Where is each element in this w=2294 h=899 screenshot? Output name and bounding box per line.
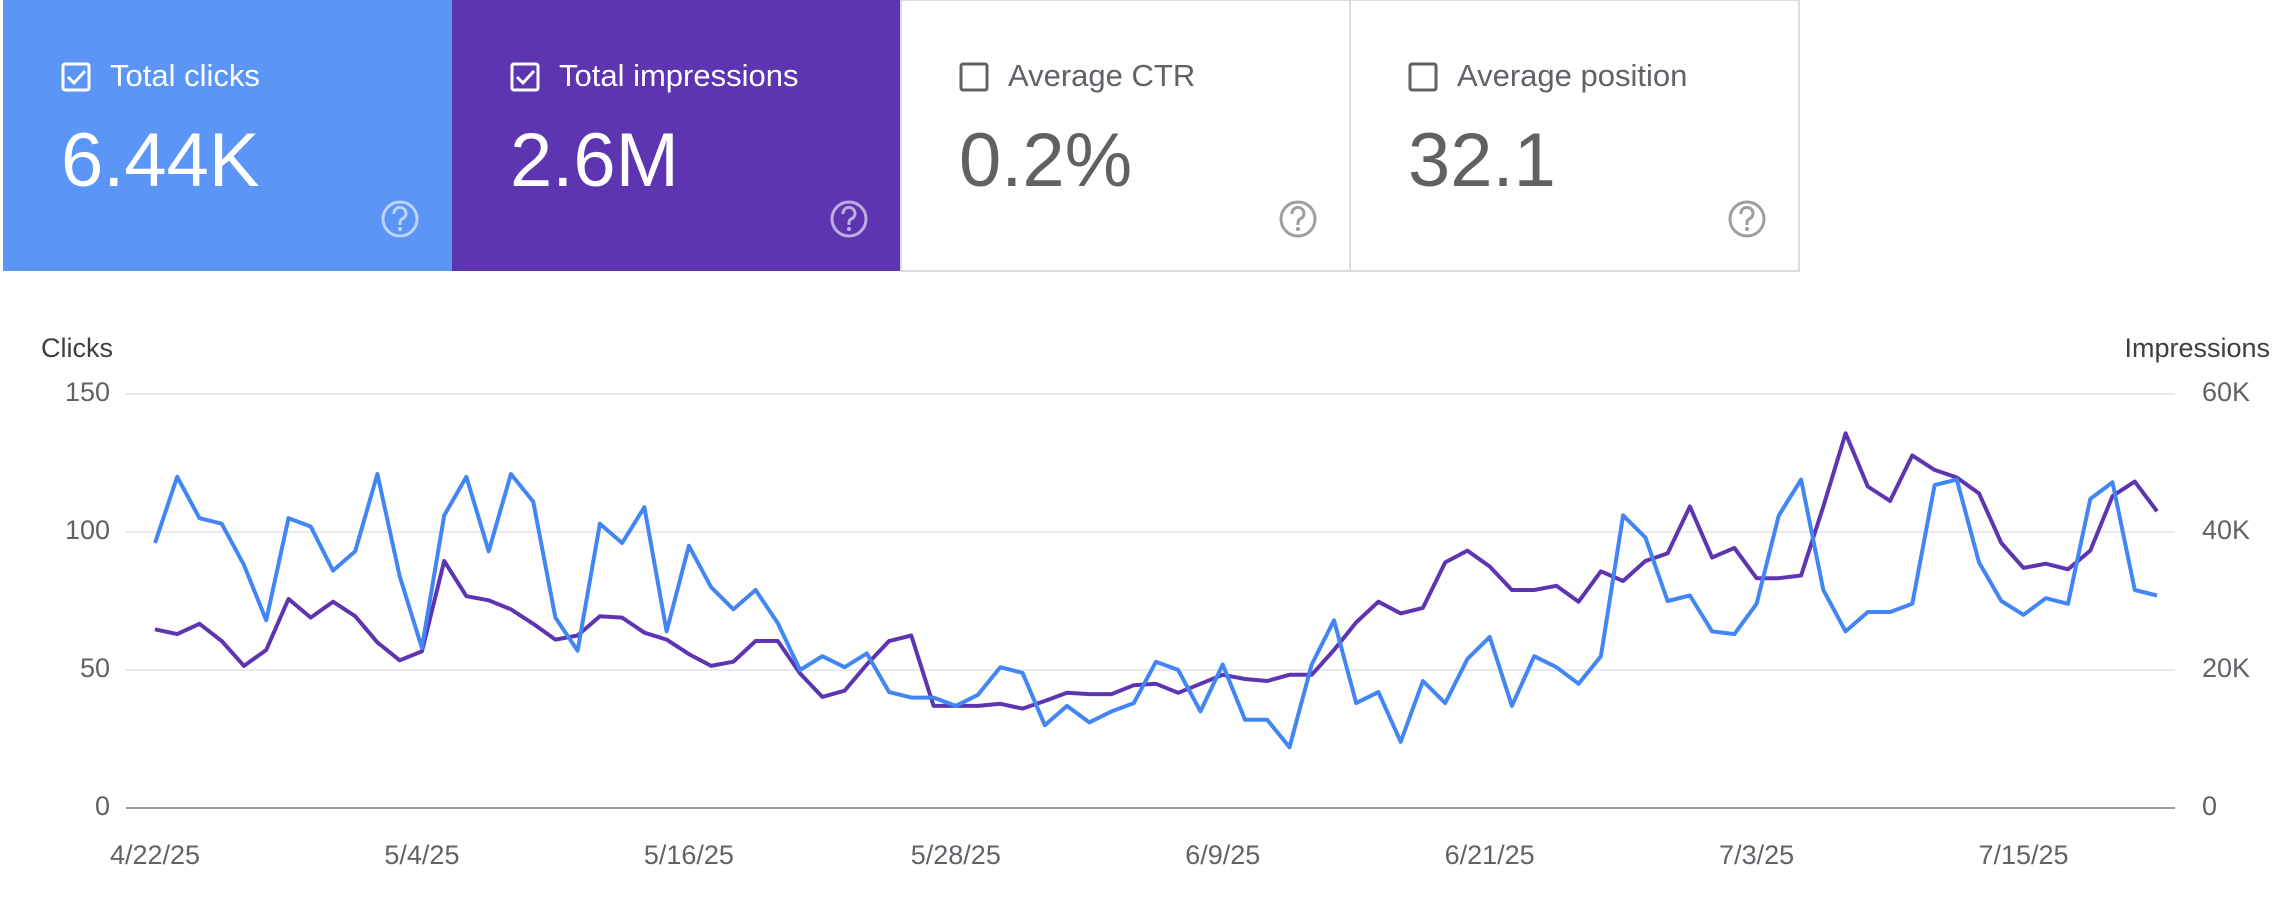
x-tick-label: 6/21/25 — [1445, 840, 1535, 870]
y2-tick-label: 20K — [2202, 653, 2250, 683]
x-tick-label: 6/9/25 — [1185, 840, 1260, 870]
metric-card[interactable]: Average position 32.1 — [1349, 0, 1800, 272]
x-tick-label: 5/16/25 — [644, 840, 734, 870]
checkbox[interactable] — [1408, 62, 1438, 92]
help-icon-mark — [841, 205, 857, 225]
help-icon[interactable] — [381, 200, 419, 238]
help-icon[interactable] — [1279, 200, 1317, 238]
y2-tick-label: 40K — [2202, 515, 2250, 545]
checkmark — [515, 69, 536, 86]
card-value: 2.6M — [510, 118, 679, 203]
help-icon[interactable] — [830, 200, 868, 238]
help-icon-mark — [1290, 205, 1306, 225]
card-value: 32.1 — [1408, 118, 1556, 203]
metric-card[interactable]: Total impressions 2.6M — [452, 0, 901, 271]
x-tick-label: 7/3/25 — [1719, 840, 1794, 870]
help-icon-dot — [1745, 227, 1749, 231]
y-tick-label: 150 — [65, 377, 110, 407]
help-icon-dot — [398, 227, 402, 231]
checkbox[interactable] — [510, 62, 540, 92]
y-tick-label: 0 — [95, 791, 110, 821]
card-label: Total clicks — [110, 58, 260, 93]
help-icon-dot — [847, 227, 851, 231]
card-label: Average CTR — [1008, 58, 1195, 93]
checkbox[interactable] — [959, 62, 989, 92]
checkbox[interactable] — [61, 62, 91, 92]
card-background — [3, 0, 452, 271]
card-value: 6.44K — [61, 118, 260, 203]
card-label: Total impressions — [559, 58, 798, 93]
y-tick-label: 50 — [80, 653, 110, 683]
help-icon[interactable] — [1728, 200, 1766, 238]
help-icon-dot — [1296, 227, 1300, 231]
metric-card[interactable]: Average CTR 0.2% — [900, 0, 1351, 272]
metric-card[interactable]: Total clicks 6.44K — [3, 0, 452, 271]
x-tick-label: 4/22/25 — [110, 840, 200, 870]
x-tick-label: 5/28/25 — [911, 840, 1001, 870]
y-tick-label: 100 — [65, 515, 110, 545]
y2-tick-label: 60K — [2202, 377, 2250, 407]
y2-tick-label: 0 — [2202, 791, 2217, 821]
card-background — [452, 0, 901, 271]
series-line — [154, 431, 2159, 711]
x-tick-label: 7/15/25 — [1978, 840, 2068, 870]
help-icon-mark — [392, 205, 408, 225]
card-background — [900, 0, 1351, 272]
series-line — [153, 472, 2158, 750]
card-label: Average position — [1457, 58, 1687, 93]
y2-axis-title: Impressions — [2124, 333, 2270, 363]
help-icon-mark — [1739, 205, 1755, 225]
y-axis-title: Clicks — [41, 333, 113, 363]
x-tick-label: 5/4/25 — [384, 840, 459, 870]
card-value: 0.2% — [959, 118, 1132, 203]
checkmark — [66, 69, 87, 86]
card-background — [1349, 0, 1800, 272]
